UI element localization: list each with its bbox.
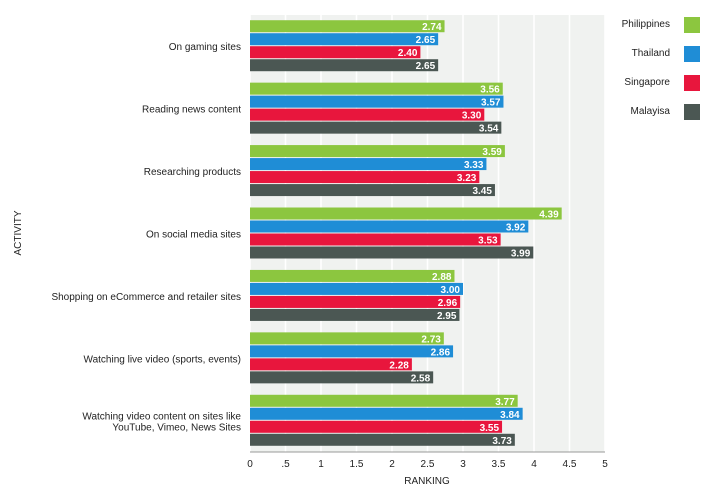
bar	[250, 158, 487, 171]
legend-item: Thailand	[610, 43, 714, 72]
value-label: 2.95	[437, 311, 457, 322]
value-label: 3.00	[441, 285, 461, 296]
legend-label: Thailand	[631, 48, 670, 59]
legend-item: Philippines	[610, 14, 714, 43]
value-label: 3.55	[480, 423, 500, 434]
bar	[250, 269, 455, 282]
value-label: 3.77	[495, 397, 515, 408]
legend-label: Malayisa	[630, 106, 670, 117]
bar	[250, 59, 439, 72]
bar	[250, 345, 454, 358]
legend-swatch	[684, 104, 700, 120]
category-label: On gaming sites	[169, 42, 241, 53]
bar	[250, 108, 485, 121]
bar	[250, 420, 503, 433]
legend-swatch	[684, 17, 700, 33]
bar	[250, 20, 445, 33]
bar	[250, 145, 505, 158]
value-label: 2.40	[398, 48, 418, 59]
bar	[250, 171, 480, 184]
value-label: 3.45	[472, 186, 492, 197]
value-label: 3.84	[500, 410, 520, 421]
x-tick-label: 3.5	[492, 459, 506, 470]
bar	[250, 95, 504, 108]
legend-swatch	[684, 75, 700, 91]
legend-item: Malayisa	[610, 101, 714, 130]
value-label: 3.92	[506, 223, 526, 234]
x-tick-label: 0	[247, 459, 253, 470]
bar	[250, 233, 501, 246]
bar	[250, 220, 529, 233]
value-labels: 2.74 2.65 2.40 2.65 3.56 3.57 3.30 3.54 3.59 3.33…	[389, 22, 559, 447]
value-label: 3.23	[457, 173, 477, 184]
bar	[250, 207, 562, 220]
value-label: 2.65	[416, 61, 436, 72]
legend: Philippines Thailand Singapore Malayisa	[610, 14, 714, 130]
bar	[250, 358, 412, 371]
value-label: 3.54	[479, 124, 499, 135]
value-label: 3.56	[480, 85, 500, 96]
x-tick-label: 1	[318, 459, 324, 470]
value-label: 3.59	[482, 147, 502, 158]
category-label: Researching products	[144, 167, 241, 178]
value-label: 2.86	[431, 347, 451, 358]
bar	[250, 184, 495, 197]
x-tick-label: 2.5	[421, 459, 435, 470]
x-tick-label: 4	[531, 459, 537, 470]
value-label: 3.73	[492, 436, 512, 447]
category-label: YouTube, Vimeo, News Sites	[112, 422, 241, 433]
x-tick-label: .5	[281, 459, 290, 470]
x-axis-title: RANKING	[404, 476, 450, 487]
value-label: 3.53	[478, 236, 498, 247]
x-tick-label: 4.5	[563, 459, 577, 470]
x-tick-labels: 0 .5 1 1.5 2 2.5 3 3.5 4 4.5 5	[247, 459, 608, 470]
value-label: 2.28	[389, 360, 409, 371]
value-label: 2.65	[416, 35, 436, 46]
value-label: 4.39	[539, 210, 559, 221]
bars	[250, 20, 562, 446]
x-tick-label: 3	[460, 459, 466, 470]
legend-label: Philippines	[621, 19, 670, 30]
category-label: Watching video content on sites like	[82, 411, 241, 422]
bar	[250, 246, 534, 259]
legend-swatch	[684, 46, 700, 62]
bar	[250, 282, 463, 295]
value-label: 3.33	[464, 160, 484, 171]
value-label: 3.57	[481, 98, 501, 109]
y-axis-title: ACTIVITY	[13, 210, 24, 255]
value-label: 2.58	[411, 373, 431, 384]
category-label: On social media sites	[146, 230, 241, 241]
x-tick-label: 5	[602, 459, 608, 470]
bar	[250, 433, 515, 446]
value-label: 2.73	[421, 334, 441, 345]
bar	[250, 394, 518, 407]
bar	[250, 33, 439, 46]
legend-label: Singapore	[624, 77, 670, 88]
x-tick-label: 2	[389, 459, 395, 470]
value-label: 3.30	[462, 111, 482, 122]
bar	[250, 82, 503, 95]
bar	[250, 308, 460, 321]
category-labels: On gaming sites Reading news content Resea…	[51, 42, 241, 433]
bar	[250, 46, 421, 59]
category-label: Reading news content	[142, 105, 241, 116]
value-label: 2.88	[432, 272, 452, 283]
bar	[250, 332, 444, 345]
value-label: 3.99	[511, 249, 531, 260]
category-label: Shopping on eCommerce and retailer sites	[51, 292, 241, 303]
bar	[250, 407, 523, 420]
value-label: 2.96	[438, 298, 458, 309]
value-label: 2.74	[422, 22, 442, 33]
category-label: Watching live video (sports, events)	[84, 354, 241, 365]
x-tick-label: 1.5	[350, 459, 364, 470]
bar	[250, 121, 502, 134]
bar	[250, 295, 461, 308]
legend-item: Singapore	[610, 72, 714, 101]
bar	[250, 371, 434, 384]
